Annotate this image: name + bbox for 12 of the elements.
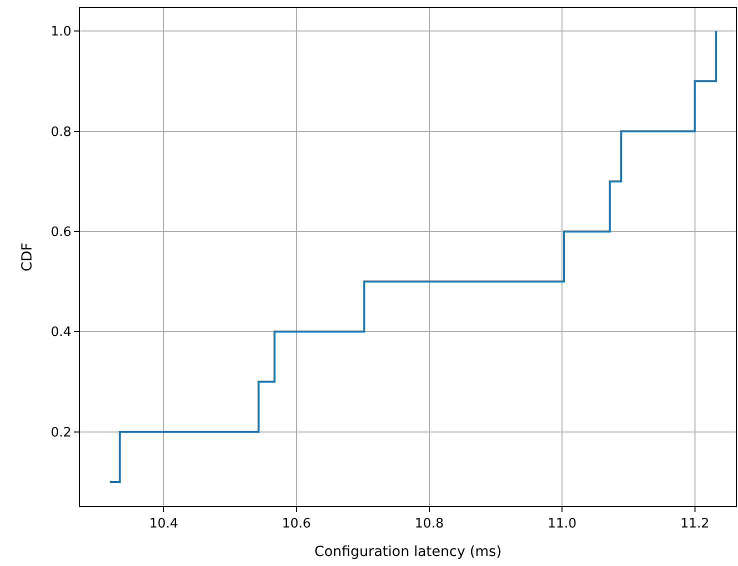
x-tick-label: 10.6 [282, 516, 311, 532]
y-tick-label: 1.0 [50, 24, 72, 40]
y-tick-label: 0.8 [50, 124, 72, 140]
y-axis-title: CDF [19, 242, 36, 272]
x-tick-label: 11.0 [548, 516, 577, 532]
x-tick-label: 10.4 [149, 516, 178, 532]
x-tick-label: 10.8 [414, 516, 444, 532]
y-tick-label: 0.4 [50, 325, 72, 340]
y-tick-label: 0.2 [50, 425, 72, 440]
x-axis-title: Configuration latency (ms) [314, 544, 502, 560]
x-tick-label: 11.2 [680, 516, 710, 532]
y-tick-label: 0.6 [50, 225, 72, 240]
